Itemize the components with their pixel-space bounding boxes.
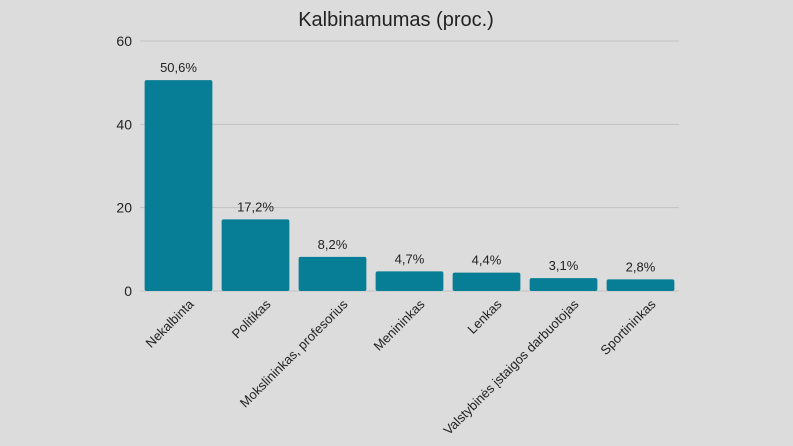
category-label: Valstybinės įstaigos darbuotojas bbox=[440, 296, 582, 438]
data-label: 17,2% bbox=[237, 199, 274, 214]
y-tick-label: 40 bbox=[116, 116, 132, 132]
bar bbox=[221, 219, 290, 291]
chart-title: Kalbinamumas (proc.) bbox=[298, 9, 494, 31]
y-tick-label: 20 bbox=[116, 200, 132, 216]
data-label: 4,7% bbox=[395, 251, 425, 266]
data-label: 2,8% bbox=[626, 259, 656, 274]
bars bbox=[144, 80, 675, 292]
category-label: Sportininkas bbox=[597, 296, 659, 358]
bar bbox=[452, 272, 521, 291]
y-tick-label: 0 bbox=[124, 283, 132, 299]
data-label: 50,6% bbox=[160, 60, 197, 75]
bar bbox=[375, 271, 444, 291]
data-label: 3,1% bbox=[549, 258, 579, 273]
category-label: Lenkas bbox=[464, 296, 505, 337]
bar bbox=[298, 256, 367, 291]
y-tick-label: 60 bbox=[116, 33, 132, 49]
y-axis-ticks: 0 20 40 60 bbox=[116, 33, 132, 299]
bar bbox=[144, 80, 213, 292]
bar bbox=[606, 279, 675, 291]
bar bbox=[529, 278, 598, 291]
data-labels: 50,6% 17,2% 8,2% 4,7% 4,4% 3,1% 2,8% bbox=[160, 60, 656, 274]
category-label: Nekalbinta bbox=[143, 296, 198, 351]
data-label: 4,4% bbox=[472, 253, 502, 268]
category-label: Menininkas bbox=[371, 296, 428, 353]
data-label: 8,2% bbox=[318, 237, 348, 252]
category-label: Politikas bbox=[229, 296, 274, 341]
